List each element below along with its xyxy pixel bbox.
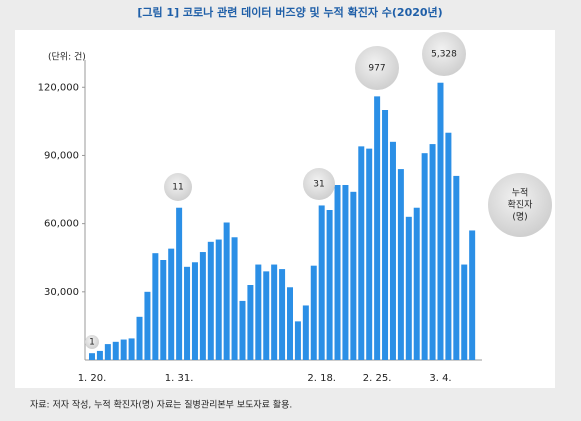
bar: [271, 264, 278, 360]
bar: [239, 300, 246, 360]
bar: [310, 265, 317, 360]
bar: [263, 271, 270, 360]
bar: [152, 253, 159, 360]
bar: [223, 222, 230, 360]
bar: [199, 252, 206, 360]
annotation: 11: [172, 183, 183, 193]
bar: [397, 169, 404, 360]
y-tick-label: 60,000: [44, 219, 79, 230]
bar: [89, 353, 95, 360]
bar: [350, 191, 357, 360]
bar: [405, 216, 412, 360]
bar: [366, 148, 373, 360]
y-tick-label: 90,000: [44, 150, 79, 161]
y-axis-label: (단위: 건): [48, 52, 86, 63]
bar: [445, 132, 452, 360]
bar: [287, 287, 293, 360]
bar: [318, 205, 325, 360]
bar: [453, 175, 460, 360]
bar: [294, 321, 301, 360]
bar: [144, 291, 151, 360]
bar: [247, 285, 254, 360]
x-tick-label: 2. 18.: [307, 373, 336, 384]
annotation: 31: [313, 180, 324, 190]
bar: [326, 210, 333, 360]
x-tick-label: 1. 31.: [165, 373, 194, 384]
bar: [374, 96, 381, 360]
bar: [437, 82, 444, 361]
x-tick-label: 1. 20.: [78, 373, 107, 384]
bar: [128, 338, 135, 360]
y-tick-label: 120,000: [38, 82, 79, 93]
legend-note: 누적: [512, 187, 529, 199]
bar: [184, 266, 191, 360]
bar: [342, 185, 349, 360]
bar: [389, 141, 396, 360]
legend-note: 확진자: [508, 199, 534, 211]
bar: [231, 237, 238, 360]
annotation-bubble: [164, 173, 192, 201]
bar: [302, 305, 309, 360]
bar: [136, 316, 143, 360]
legend-note: (명): [512, 212, 527, 223]
x-tick-label: 3. 4.: [429, 373, 451, 384]
bar: [96, 350, 103, 360]
bar: [120, 339, 127, 360]
bar: [382, 110, 389, 360]
bar: [461, 264, 468, 360]
bar: [421, 153, 428, 360]
annotation-bubble: [355, 46, 399, 90]
chart-title: [그림 1] 코로나 관련 데이터 버즈양 및 누적 확진자 수(2020년): [137, 5, 442, 19]
source-note: 자료: 저자 작성, 누적 확진자(명) 자료는 질병관리본부 보도자료 활용.: [30, 399, 292, 411]
bar: [413, 207, 420, 360]
annotation-bubble: [85, 335, 99, 349]
bar: [215, 239, 222, 360]
bar: [334, 185, 341, 360]
annotation-bubble: [422, 32, 466, 76]
legend-bubble: [488, 173, 552, 237]
bar: [279, 269, 286, 360]
annotation-bubble: [303, 168, 335, 200]
bar: [104, 344, 111, 360]
y-tick-label: 30,000: [44, 287, 79, 298]
annotation: 5,328: [431, 50, 457, 60]
bar: [176, 207, 183, 360]
annotation: 977: [368, 64, 385, 74]
bar: [168, 248, 175, 360]
bar: [207, 241, 214, 360]
bar: [429, 144, 436, 360]
annotation: 1: [89, 338, 95, 348]
x-tick-label: 2. 25.: [363, 373, 392, 384]
bar: [112, 341, 119, 360]
bar: [255, 264, 262, 360]
bar: [191, 262, 198, 360]
bar: [358, 146, 365, 360]
bar: [469, 230, 476, 360]
bar: [160, 260, 167, 360]
